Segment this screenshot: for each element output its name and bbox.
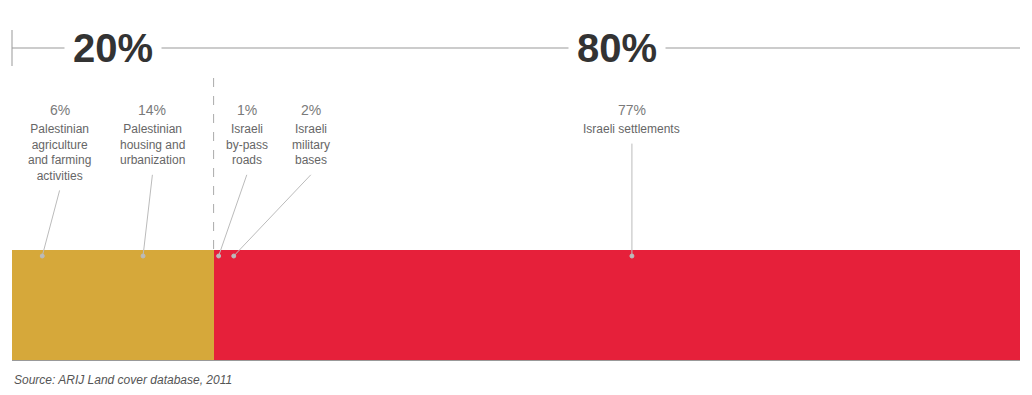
- svg-text:77%: 77%: [618, 102, 646, 118]
- svg-text:Israeliby-passroads: Israeliby-passroads: [226, 122, 268, 167]
- svg-text:Palestinianagricultureand farm: Palestinianagricultureand farmingactivit…: [28, 122, 91, 183]
- svg-text:Source: ARIJ Land cover databa: Source: ARIJ Land cover database, 2011: [14, 373, 232, 387]
- svg-text:Israeli settlements: Israeli settlements: [583, 122, 680, 136]
- svg-text:80%: 80%: [577, 26, 657, 70]
- svg-text:1%: 1%: [237, 102, 257, 118]
- svg-text:Palestinianhousing andurbaniza: Palestinianhousing andurbanization: [120, 122, 185, 167]
- svg-text:14%: 14%: [138, 102, 166, 118]
- svg-text:Israelimilitarybases: Israelimilitarybases: [292, 122, 330, 167]
- svg-text:2%: 2%: [301, 102, 321, 118]
- svg-text:6%: 6%: [50, 102, 70, 118]
- svg-text:20%: 20%: [73, 26, 153, 70]
